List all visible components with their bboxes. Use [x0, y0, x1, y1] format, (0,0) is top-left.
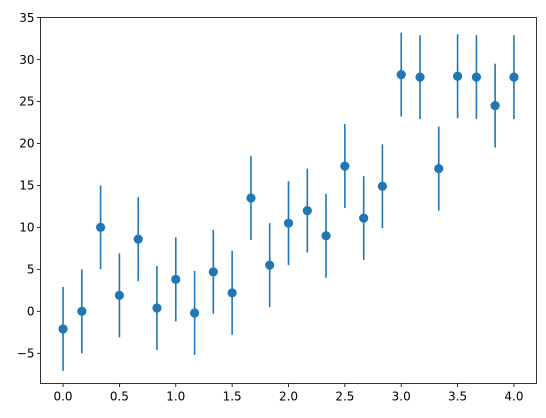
- data-point-group: [133, 197, 143, 282]
- data-point: [152, 303, 162, 313]
- x-tick-label: 0.0: [53, 390, 72, 404]
- data-point-group: [152, 265, 162, 350]
- y-tick-label: 10: [19, 221, 34, 235]
- x-tick-label: 2.5: [335, 390, 354, 404]
- x-tick-label: 0.5: [110, 390, 129, 404]
- data-point-group: [302, 168, 312, 253]
- data-point-group: [471, 35, 482, 120]
- data-point-group: [227, 250, 237, 335]
- data-point: [227, 288, 237, 298]
- data-point-group: [359, 176, 369, 261]
- data-point: [490, 101, 500, 111]
- data-point: [133, 234, 143, 244]
- y-tick-label: 30: [19, 53, 34, 67]
- data-point: [509, 72, 519, 82]
- data-point-group: [321, 193, 331, 278]
- data-point: [283, 218, 294, 228]
- data-point-group: [114, 253, 125, 338]
- x-tick-label: 3.0: [392, 390, 411, 404]
- data-point-group: [490, 63, 500, 148]
- data-point: [471, 72, 482, 82]
- y-tick-label: 35: [19, 11, 34, 25]
- data-point-group: [208, 229, 218, 314]
- data-point-group: [509, 35, 519, 120]
- data-point: [396, 69, 406, 80]
- y-tick-label: 5: [27, 263, 35, 277]
- data-point: [58, 324, 68, 334]
- data-point-group: [77, 269, 87, 354]
- data-point: [114, 290, 125, 300]
- data-point: [189, 308, 200, 318]
- x-tick-label: 1.0: [166, 390, 185, 404]
- data-point-group: [283, 181, 294, 266]
- data-point: [171, 274, 181, 285]
- y-tick-label: −5: [17, 347, 35, 361]
- data-point-group: [452, 34, 463, 119]
- data-point: [321, 231, 331, 241]
- data-point-group: [396, 32, 406, 117]
- data-point: [434, 164, 444, 174]
- axes: 0.0 0.5 1.0 1.5 2.0 2.5 3.0 3.5 4.0 −5 0 5 10 15 20 25 3…: [17, 11, 537, 404]
- plot-area: [58, 32, 519, 371]
- data-point-group: [171, 237, 181, 322]
- data-point: [208, 267, 218, 277]
- data-point-group: [58, 286, 68, 371]
- data-point: [95, 222, 106, 232]
- y-tick-label: 15: [19, 179, 34, 193]
- data-point: [340, 161, 350, 171]
- data-point-group: [95, 185, 106, 270]
- data-point: [359, 213, 369, 223]
- data-point-group: [377, 144, 388, 229]
- data-point: [265, 260, 275, 270]
- data-point: [246, 193, 256, 203]
- data-point-group: [415, 35, 425, 120]
- data-point: [77, 306, 87, 316]
- data-point: [302, 205, 312, 216]
- data-point-group: [434, 126, 444, 211]
- x-tick-label: 3.5: [448, 390, 467, 404]
- data-point-group: [246, 156, 256, 240]
- y-tick-label: 25: [19, 95, 34, 109]
- data-point-group: [340, 124, 350, 209]
- y-tick-label: 0: [27, 305, 35, 319]
- y-tick-label: 20: [19, 137, 34, 151]
- data-point: [415, 72, 425, 82]
- data-point-group: [265, 223, 275, 308]
- data-point: [452, 71, 463, 81]
- x-tick-label: 2.0: [279, 390, 298, 404]
- data-point-group: [189, 271, 200, 355]
- data-point: [377, 181, 388, 191]
- x-tick-label: 1.5: [223, 390, 242, 404]
- x-tick-label: 4.0: [504, 390, 523, 404]
